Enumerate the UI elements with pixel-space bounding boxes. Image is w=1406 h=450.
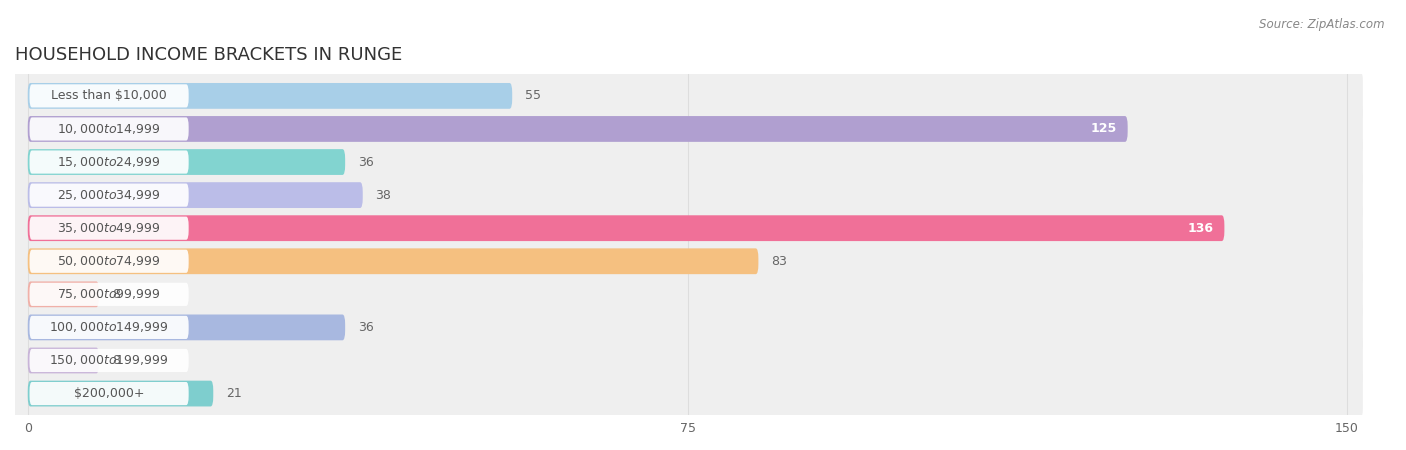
FancyBboxPatch shape — [30, 216, 188, 240]
Text: Less than $10,000: Less than $10,000 — [51, 90, 167, 103]
Text: $75,000 to $99,999: $75,000 to $99,999 — [58, 288, 160, 302]
Text: $50,000 to $74,999: $50,000 to $74,999 — [58, 254, 160, 268]
FancyBboxPatch shape — [13, 72, 1362, 120]
Text: $10,000 to $14,999: $10,000 to $14,999 — [58, 122, 160, 136]
Text: 38: 38 — [375, 189, 391, 202]
FancyBboxPatch shape — [30, 349, 188, 372]
FancyBboxPatch shape — [28, 116, 1128, 142]
Text: 136: 136 — [1188, 222, 1213, 235]
Text: 83: 83 — [770, 255, 787, 268]
FancyBboxPatch shape — [28, 347, 98, 374]
FancyBboxPatch shape — [28, 381, 214, 406]
Text: 8: 8 — [111, 288, 120, 301]
FancyBboxPatch shape — [30, 316, 188, 339]
Text: $200,000+: $200,000+ — [75, 387, 145, 400]
FancyBboxPatch shape — [30, 382, 188, 405]
FancyBboxPatch shape — [13, 369, 1362, 418]
Text: $150,000 to $199,999: $150,000 to $199,999 — [49, 354, 169, 368]
Text: $25,000 to $34,999: $25,000 to $34,999 — [58, 188, 160, 202]
FancyBboxPatch shape — [30, 250, 188, 273]
Text: 36: 36 — [359, 156, 374, 169]
FancyBboxPatch shape — [13, 336, 1362, 385]
FancyBboxPatch shape — [28, 83, 512, 109]
FancyBboxPatch shape — [30, 84, 188, 108]
FancyBboxPatch shape — [13, 303, 1362, 352]
Text: $100,000 to $149,999: $100,000 to $149,999 — [49, 320, 169, 334]
Text: $35,000 to $49,999: $35,000 to $49,999 — [58, 221, 160, 235]
FancyBboxPatch shape — [13, 171, 1362, 220]
FancyBboxPatch shape — [28, 248, 758, 274]
FancyBboxPatch shape — [28, 215, 1225, 241]
Text: HOUSEHOLD INCOME BRACKETS IN RUNGE: HOUSEHOLD INCOME BRACKETS IN RUNGE — [15, 46, 402, 64]
Text: 21: 21 — [226, 387, 242, 400]
FancyBboxPatch shape — [30, 117, 188, 140]
FancyBboxPatch shape — [13, 204, 1362, 252]
FancyBboxPatch shape — [28, 182, 363, 208]
FancyBboxPatch shape — [13, 138, 1362, 186]
FancyBboxPatch shape — [30, 184, 188, 207]
Text: 8: 8 — [111, 354, 120, 367]
Text: 125: 125 — [1091, 122, 1116, 135]
Text: 55: 55 — [524, 90, 541, 103]
FancyBboxPatch shape — [28, 315, 344, 340]
FancyBboxPatch shape — [28, 281, 98, 307]
Text: Source: ZipAtlas.com: Source: ZipAtlas.com — [1260, 18, 1385, 31]
Text: 36: 36 — [359, 321, 374, 334]
FancyBboxPatch shape — [13, 104, 1362, 153]
FancyBboxPatch shape — [13, 237, 1362, 286]
Text: $15,000 to $24,999: $15,000 to $24,999 — [58, 155, 160, 169]
FancyBboxPatch shape — [28, 149, 344, 175]
FancyBboxPatch shape — [30, 283, 188, 306]
FancyBboxPatch shape — [30, 150, 188, 174]
FancyBboxPatch shape — [13, 270, 1362, 319]
